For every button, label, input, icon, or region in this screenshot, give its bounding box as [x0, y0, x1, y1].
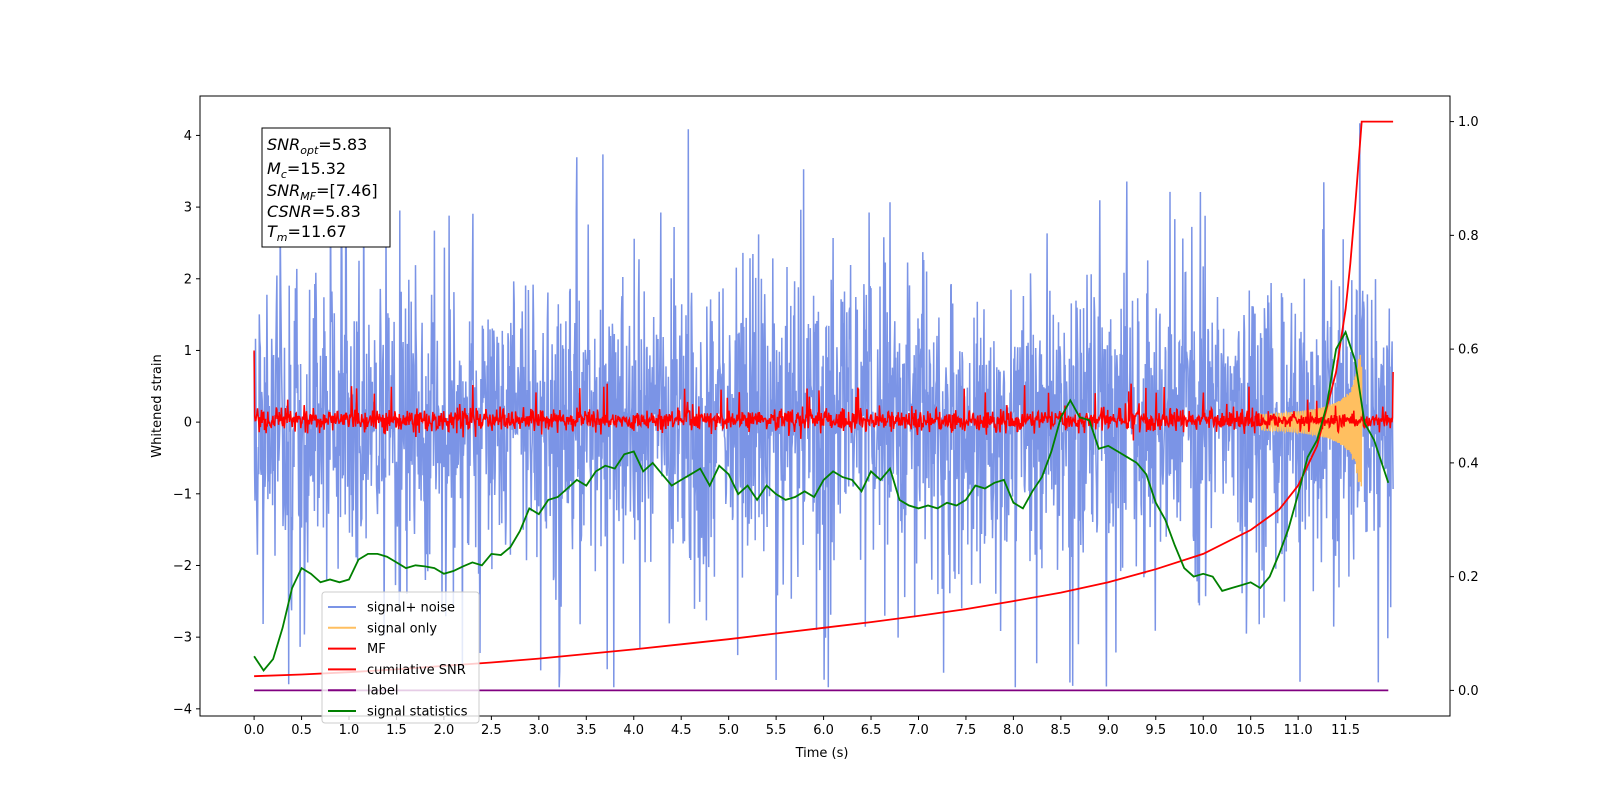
- y-axis-right: 1.0 0.8 0.6 0.4 0.2 0.0: [1450, 115, 1479, 699]
- x-tick-label: 3.5: [576, 723, 597, 738]
- y2-tick-label: 0.2: [1458, 570, 1479, 585]
- x-tick-label: 5.5: [766, 723, 787, 738]
- y-tick-label: −1: [173, 487, 192, 502]
- legend-label: signal only: [367, 621, 437, 636]
- x-tick-label: 9.0: [1098, 723, 1119, 738]
- x-tick-label: 11.0: [1284, 723, 1313, 738]
- series-cumulative-snr: [254, 120, 1394, 678]
- y-tick-label: 2: [184, 272, 192, 287]
- x-tick-label: 11.5: [1331, 723, 1360, 738]
- legend-label: MF: [367, 642, 386, 657]
- stats-snr-opt: SNRopt=5.83: [267, 135, 367, 157]
- y-tick-label: 4: [184, 129, 192, 144]
- x-tick-label: 9.5: [1145, 723, 1166, 738]
- y-axis-label: Whitened strain: [150, 354, 165, 457]
- legend-frame: [321, 591, 480, 724]
- legend-label: signal+ noise: [367, 601, 455, 616]
- x-tick-label: 3.0: [528, 723, 549, 738]
- y-tick-label: 0: [184, 416, 192, 431]
- plot-frame: [199, 95, 1451, 717]
- stats-mc: Mc=15.32: [267, 159, 346, 181]
- y-tick-label: −3: [173, 631, 192, 646]
- series-signal-noise: [253, 123, 1394, 688]
- x-tick-label: 0.0: [244, 723, 265, 738]
- series-mf: [253, 350, 1394, 441]
- x-tick-label: 7.5: [956, 723, 977, 738]
- y2-tick-label: 0.8: [1458, 229, 1479, 244]
- y-axis-left: 4 3 2 1 0 −1 −2 −3 −4: [173, 129, 200, 717]
- x-axis-label: Time (s): [795, 746, 849, 761]
- x-tick-label: 8.5: [1051, 723, 1072, 738]
- x-axis: 0.0 0.5 1.0 1.5 2.0 2.5 3.0 3.5 4.0 4.5 5.0 5.5 6.0 6…: [244, 716, 1360, 738]
- x-tick-label: 10.5: [1236, 723, 1265, 738]
- x-tick-label: 8.0: [1003, 723, 1024, 738]
- x-tick-label: 7.0: [908, 723, 929, 738]
- x-tick-label: 6.5: [861, 723, 882, 738]
- x-tick-label: 4.0: [623, 723, 644, 738]
- y2-tick-label: 0.6: [1458, 343, 1479, 358]
- stats-tm: Tm=11.67: [267, 222, 347, 244]
- stats-csnr: CSNR=5.83: [267, 202, 361, 221]
- stats-box-frame: [261, 127, 391, 248]
- y2-tick-label: 0.0: [1458, 684, 1479, 699]
- x-tick-label: 10.0: [1189, 723, 1218, 738]
- legend-label: cumilative SNR: [367, 663, 466, 678]
- x-tick-label: 1.0: [339, 723, 360, 738]
- y-tick-label: −2: [173, 559, 192, 574]
- y-tick-label: 1: [184, 344, 192, 359]
- x-tick-label: 5.0: [718, 723, 739, 738]
- x-tick-label: 1.5: [386, 723, 407, 738]
- x-tick-label: 0.5: [291, 723, 312, 738]
- y-tick-label: −4: [173, 702, 192, 717]
- series-signal-statistics: [253, 329, 1390, 673]
- y2-tick-label: 0.4: [1458, 456, 1479, 471]
- stats-snr-mf: SNRMF=[7.46]: [267, 181, 378, 203]
- x-tick-label: 2.5: [481, 723, 502, 738]
- legend: signal+ noise signal only MF cumilative SNR…: [321, 591, 480, 724]
- x-tick-label: 4.5: [671, 723, 692, 738]
- stats-box: SNRopt=5.83 Mc=15.32 SNRMF=[7.46] CSNR=5…: [261, 127, 391, 248]
- legend-label: label: [367, 684, 398, 699]
- y2-tick-label: 1.0: [1458, 115, 1479, 130]
- x-tick-label: 2.0: [434, 723, 455, 738]
- x-tick-label: 6.0: [813, 723, 834, 738]
- y-tick-label: 3: [184, 201, 192, 216]
- legend-label: signal statistics: [367, 705, 468, 720]
